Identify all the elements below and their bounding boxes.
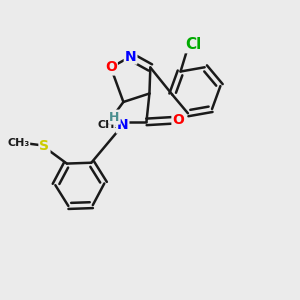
Text: Cl: Cl [185,37,202,52]
Text: N: N [117,118,128,133]
Text: O: O [105,61,117,74]
Text: H: H [109,111,120,124]
Text: CH₃: CH₃ [7,138,29,148]
Text: S: S [40,139,50,153]
Text: N: N [125,50,136,64]
Text: CH₃: CH₃ [97,120,120,130]
Text: O: O [172,113,184,128]
